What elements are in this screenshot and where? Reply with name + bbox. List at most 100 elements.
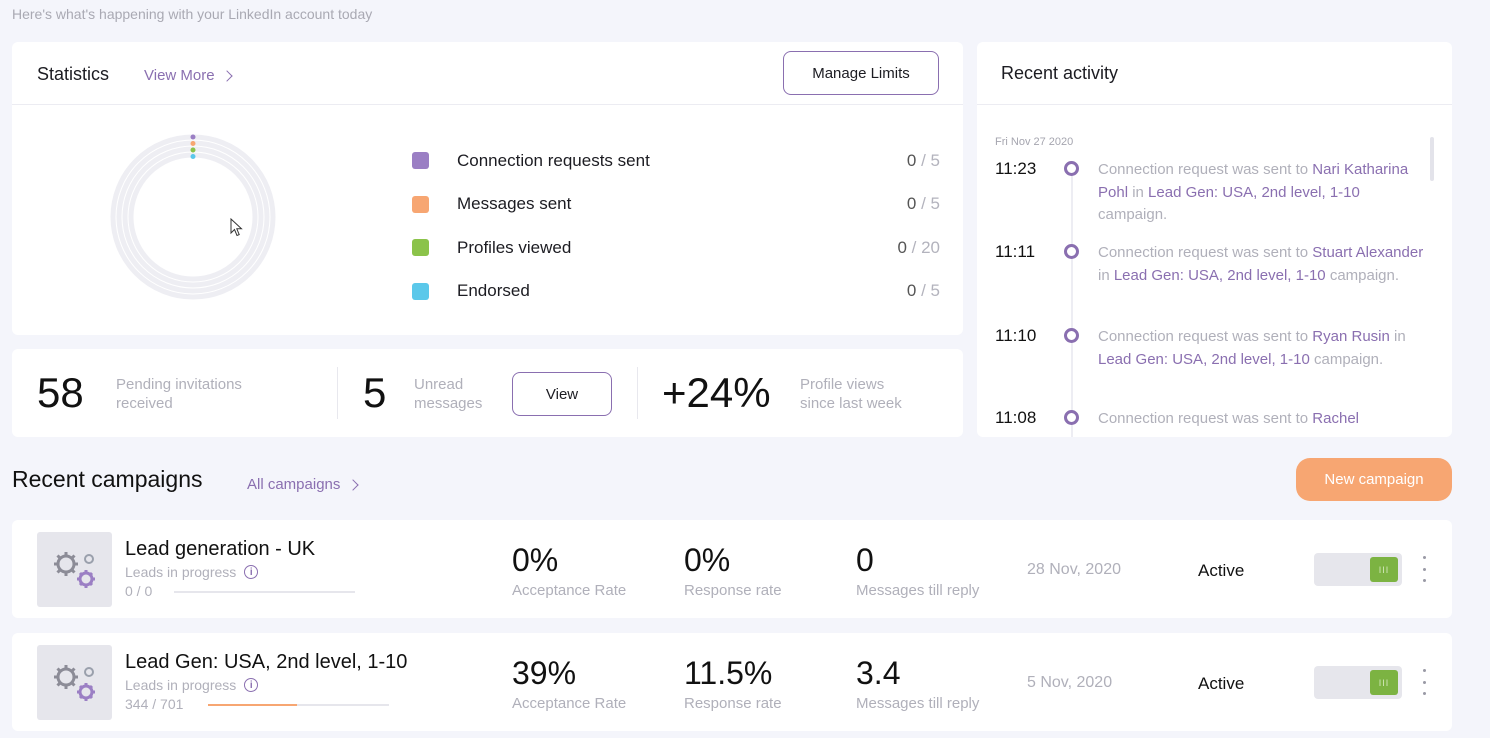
ring-endorsed-marker: [190, 154, 196, 159]
legend-value: 0 / 5: [907, 151, 940, 171]
activity-text-mid: in: [1128, 183, 1149, 201]
leads-in-progress-label: Leads in progress i: [125, 677, 259, 693]
legend-limit: / 5: [916, 150, 940, 170]
ring-connections-marker: [190, 134, 196, 140]
response-rate-label: Response rate: [684, 582, 782, 599]
leads-progress-bar: [174, 591, 355, 593]
legend-count: 0: [906, 150, 917, 170]
ring-profiles-marker: [190, 147, 196, 153]
toggle-knob: III: [1370, 557, 1398, 582]
recent-activity-header: Recent activity: [977, 42, 1452, 105]
activity-time: 11:11: [995, 242, 1036, 261]
activity-text: Connection request was sent to Rachel: [1098, 408, 1428, 431]
campaign-active-toggle[interactable]: III: [1314, 553, 1402, 586]
legend-value: 0 / 20: [897, 238, 940, 258]
activity-text-end: campaign.: [1098, 206, 1168, 223]
chevron-right-icon: [347, 479, 360, 491]
statistics-title: Statistics: [37, 64, 110, 84]
statistics-legend: Connection requests sent 0 / 5 Messages …: [412, 139, 940, 313]
profile-views-label-line-2: since last week: [800, 395, 902, 412]
manage-limits-button[interactable]: Manage Limits: [783, 51, 939, 95]
recent-activity-card: Recent activity Fri Nov 27 2020 11:23 Co…: [977, 42, 1452, 437]
campaign-status: Active: [1198, 674, 1245, 693]
view-messages-button[interactable]: View: [512, 372, 612, 416]
activity-person-link[interactable]: Nari Katharina Pohl: [1098, 161, 1409, 201]
info-icon[interactable]: i: [244, 565, 259, 579]
statistics-header: Statistics View More Manage Limits: [12, 42, 963, 105]
activity-text-start: Connection request was sent to: [1098, 410, 1313, 427]
leads-label: Leads in progress: [125, 564, 237, 580]
legend-swatch: [412, 282, 429, 300]
legend-limit: / 20: [906, 237, 940, 257]
gears-icon: [53, 664, 95, 701]
legend-label: Messages sent: [457, 194, 572, 214]
activity-campaign-link[interactable]: Lead Gen: USA, 2nd level, 1-10: [1113, 266, 1326, 284]
campaign-gears-icon: [37, 645, 112, 720]
unread-messages-label: Unread messages: [414, 375, 482, 413]
activity-text-start: Connection request was sent to: [1098, 328, 1313, 345]
legend-value: 0 / 5: [907, 194, 940, 214]
campaign-date: 28 Nov, 2020: [1027, 561, 1121, 578]
activity-time: 11:23: [995, 159, 1037, 178]
legend-row: Profiles viewed 0 / 20: [412, 226, 940, 270]
leads-progress-fill: [208, 704, 297, 706]
acceptance-rate-label: Acceptance Rate: [512, 695, 627, 712]
timeline-dot-icon: [1064, 244, 1079, 259]
legend-label: Profiles viewed: [457, 237, 572, 257]
activity-scrollbar[interactable]: [1430, 137, 1434, 181]
page-subtitle: Here's what's happening with your Linked…: [12, 6, 373, 22]
more-options-icon[interactable]: [1418, 669, 1430, 695]
all-campaigns-label: All campaigns: [247, 476, 341, 493]
legend-row: Endorsed 0 / 5: [412, 270, 940, 314]
leads-label: Leads in progress: [125, 677, 237, 693]
activity-time: 11:10: [995, 326, 1037, 345]
activity-date: Fri Nov 27 2020: [995, 136, 1074, 148]
campaign-row[interactable]: Lead generation - UK Leads in progress i…: [12, 520, 1452, 618]
campaign-name[interactable]: Lead generation - UK: [125, 538, 316, 560]
profile-views-change: +24%: [662, 369, 771, 416]
activity-person-link[interactable]: Rachel: [1312, 410, 1359, 427]
ring-connections-track: [110, 134, 276, 300]
activity-person-link[interactable]: Ryan Rusin: [1312, 328, 1390, 345]
campaign-row[interactable]: Lead Gen: USA, 2nd level, 1-10 Leads in …: [12, 633, 1452, 731]
ring-endorsed-track: [128, 152, 258, 282]
activity-text-end: campaign.: [1325, 266, 1400, 284]
legend-count: 0: [906, 194, 917, 214]
campaign-status: Active: [1198, 561, 1245, 580]
legend-label: Endorsed: [457, 281, 530, 301]
leads-in-progress-label: Leads in progress i: [125, 564, 259, 580]
unread-label-line-2: messages: [414, 395, 483, 412]
acceptance-rate-label: Acceptance Rate: [512, 582, 627, 599]
campaign-active-toggle[interactable]: III: [1314, 666, 1402, 699]
activity-campaign-link[interactable]: Lead Gen: USA, 2nd level, 1-10: [1148, 183, 1360, 201]
campaign-date: 5 Nov, 2020: [1027, 674, 1113, 691]
summary-card: 58 Pending invitations received 5 Unread…: [12, 349, 963, 437]
timeline-dot-icon: [1064, 410, 1079, 425]
ring-profiles-track: [122, 146, 264, 288]
timeline-line: [1071, 172, 1073, 437]
leads-count: 344 / 701: [125, 696, 184, 712]
activity-person-link[interactable]: Stuart Alexander: [1312, 244, 1424, 261]
activity-campaign-link[interactable]: Lead Gen: USA, 2nd level, 1-10: [1098, 350, 1310, 368]
activity-text: Connection request was sent to Ryan Rusi…: [1098, 326, 1428, 371]
activity-text-mid: in: [1098, 266, 1114, 284]
messages-till-reply-label: Messages till reply: [856, 582, 980, 599]
divider: [337, 367, 338, 419]
pending-invitations-count: 58: [37, 369, 84, 416]
response-rate-value: 11.5%: [684, 655, 773, 691]
more-options-icon[interactable]: [1418, 556, 1430, 582]
legend-swatch: [412, 152, 429, 170]
campaign-name[interactable]: Lead Gen: USA, 2nd level, 1-10: [125, 651, 408, 673]
view-more-link[interactable]: View More: [144, 67, 233, 84]
legend-limit: / 5: [916, 281, 940, 301]
all-campaigns-link[interactable]: All campaigns: [247, 476, 360, 493]
statistics-card: Statistics View More Manage Limits Conne…: [12, 42, 963, 335]
gears-icon: [53, 551, 95, 588]
legend-row: Messages sent 0 / 5: [412, 183, 940, 227]
activity-text: Connection request was sent to Stuart Al…: [1098, 242, 1428, 287]
info-icon[interactable]: i: [244, 678, 259, 692]
new-campaign-button[interactable]: New campaign: [1296, 458, 1452, 501]
legend-count: 0: [906, 281, 917, 301]
acceptance-rate-value: 0%: [512, 542, 559, 578]
messages-till-reply-value: 0: [856, 542, 874, 578]
